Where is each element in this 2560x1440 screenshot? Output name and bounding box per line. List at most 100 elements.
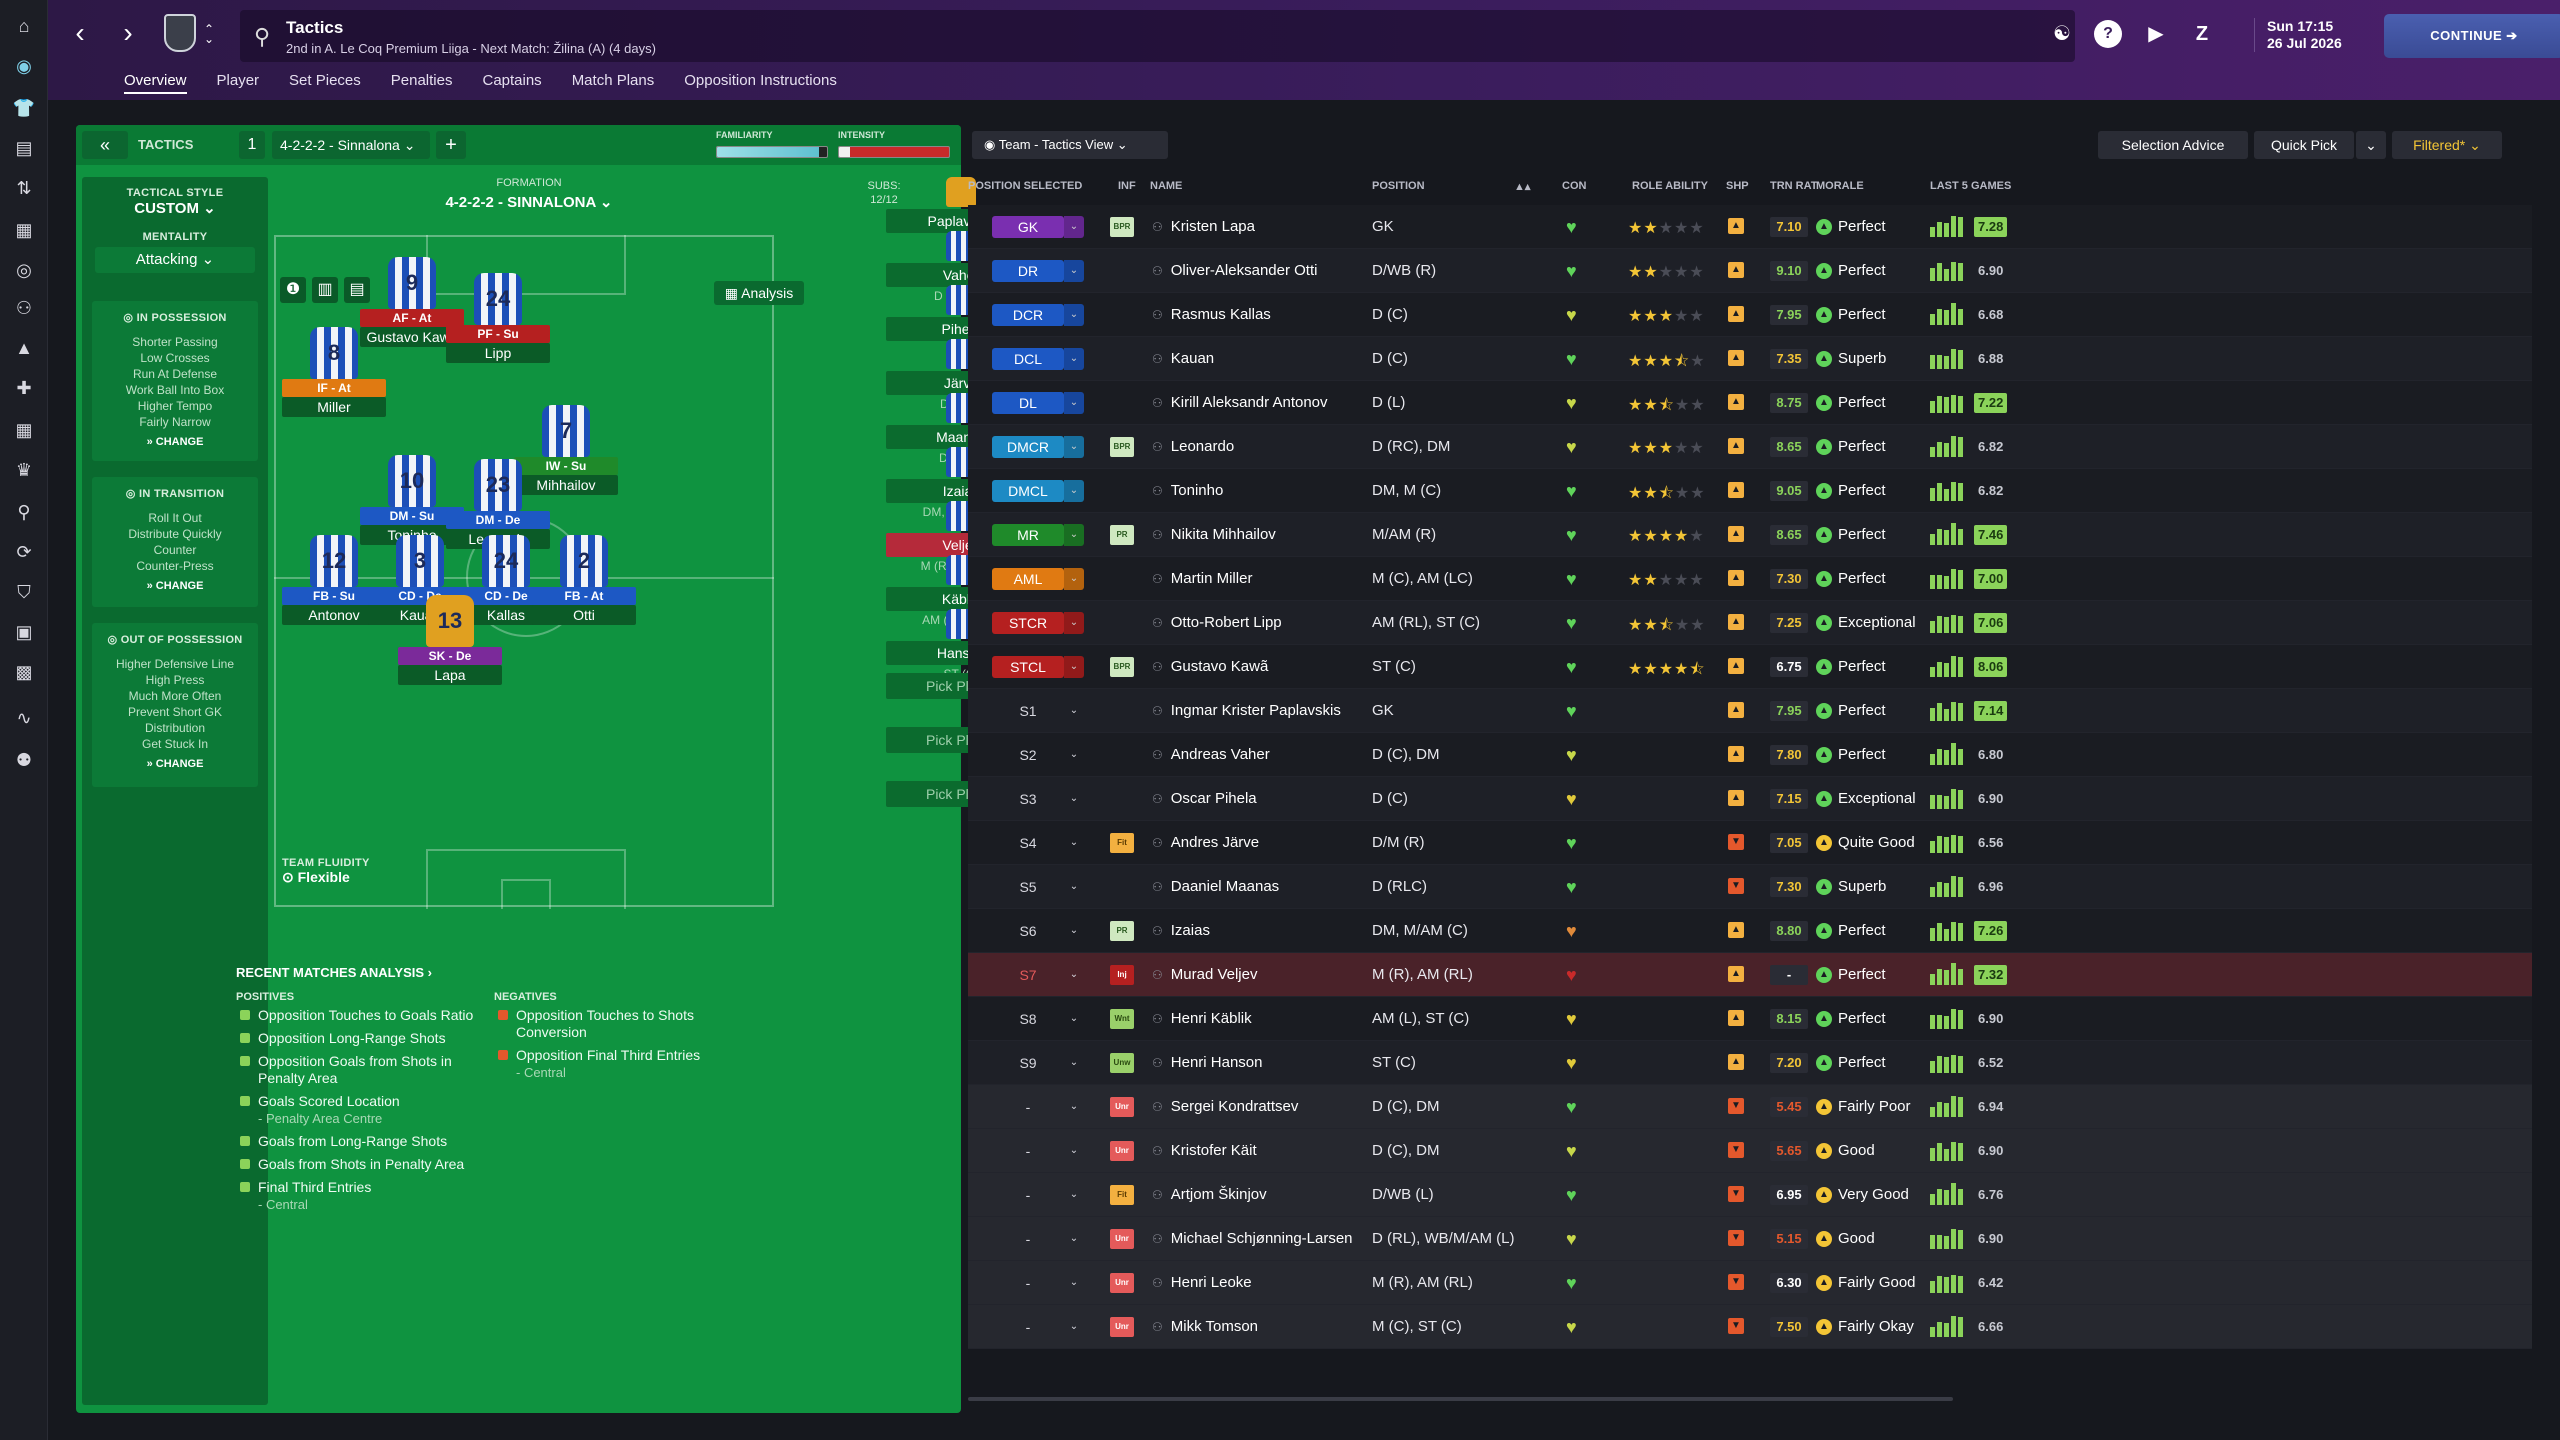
table-row[interactable]: S3 ⌄ ⚇ Oscar Pihela D (C) ♥ ▲ 7.15 ▲ Exceptional 6…: [968, 777, 2532, 821]
manager-icon[interactable]: ⚉: [15, 750, 33, 770]
player-role[interactable]: SK - De: [398, 647, 502, 665]
tab-player[interactable]: Player: [216, 72, 260, 89]
analysis-title[interactable]: RECENT MATCHES ANALYSIS ›: [236, 965, 432, 980]
player-name[interactable]: ⚇ Sergei Kondrattsev: [1152, 1098, 1299, 1115]
player-name[interactable]: ⚇ Henri Hanson: [1152, 1054, 1263, 1071]
table-row[interactable]: S6 ⌄ PR ⚇ Izaias DM, M/AM (C) ♥ ▲ 8.80 ▲ Perfect 7.…: [968, 909, 2532, 953]
help-icon[interactable]: ?: [2094, 20, 2122, 48]
table-row[interactable]: DCR ⌄ ⚇ Rasmus Kallas D (C) ♥ ★★★★★ ▲ 7.95 ▲ Perfe…: [968, 293, 2532, 337]
position-select[interactable]: - ⌄: [992, 1096, 1084, 1118]
position-select[interactable]: DR: [992, 260, 1064, 282]
player-name[interactable]: Lipp: [446, 343, 550, 363]
player-name[interactable]: ⚇ Henri Leoke: [1152, 1274, 1252, 1291]
table-row[interactable]: S5 ⌄ ⚇ Daaniel Maanas D (RLC) ♥ ▼ 7.30 ▲ Superb 6.…: [968, 865, 2532, 909]
inbox-icon[interactable]: ◉: [16, 56, 32, 76]
search-icon[interactable]: ⚲: [17, 502, 31, 522]
player-name[interactable]: ⚇ Nikita Mihhailov: [1152, 526, 1276, 543]
col-morale[interactable]: MORALE: [1816, 180, 1864, 192]
competitions-icon[interactable]: ♛: [15, 460, 33, 480]
chevron-down-icon[interactable]: ⌄: [1064, 260, 1084, 282]
title-search-box[interactable]: ⚲ Tactics 2nd in A. Le Coq Premium Liiga…: [240, 10, 2075, 62]
player-name[interactable]: ⚇ Oliver-Aleksander Otti: [1152, 262, 1318, 279]
chevron-down-icon[interactable]: ⌄: [1064, 524, 1084, 546]
position-select[interactable]: - ⌄: [992, 1228, 1084, 1250]
formation-select[interactable]: 4-2-2-2 - SINNALONA ⌄: [445, 194, 613, 211]
table-row[interactable]: - ⌄ Unr ⚇ Michael Schjønning-Larsen D (RL), W…: [968, 1217, 2532, 1261]
out-of-possession-box[interactable]: ◎ OUT OF POSSESSION Higher Defensive Lin…: [92, 623, 258, 787]
data-hub-icon[interactable]: ∿: [16, 708, 32, 728]
selection-advice-button[interactable]: Selection Advice: [2098, 131, 2248, 159]
player-role[interactable]: FB - Su: [282, 587, 386, 605]
pitch-player[interactable]: 7 IW - Su Mihhailov: [514, 405, 618, 495]
table-row[interactable]: S9 ⌄ Unw ⚇ Henri Hanson ST (C) ♥ ▲ 7.20 ▲ Perfect 6…: [968, 1041, 2532, 1085]
player-name[interactable]: Mihhailov: [514, 475, 618, 495]
player-name[interactable]: Antonov: [282, 605, 386, 625]
player-name[interactable]: Gustavo Kawã: [360, 327, 464, 347]
clipboard-icon[interactable]: ▤: [344, 277, 370, 303]
player-name[interactable]: ⚇ Gustavo Kawã: [1152, 658, 1269, 675]
table-row[interactable]: - ⌄ Unr ⚇ Sergei Kondrattsev D (C), DM ♥ ▼ 5.45 ▲…: [968, 1085, 2532, 1129]
position-select[interactable]: MR: [992, 524, 1064, 546]
pitch-player[interactable]: 12 FB - Su Antonov: [282, 535, 386, 625]
horizontal-scrollbar[interactable]: [968, 1397, 1953, 1401]
mentality-select[interactable]: Attacking ⌄: [95, 247, 255, 273]
table-row[interactable]: DCL ⌄ ⚇ Kauan D (C) ♥ ★★★⯪★ ▲ 7.35 ▲ Superb 6.88: [968, 337, 2532, 381]
change-out-of-possession-button[interactable]: » CHANGE: [146, 758, 204, 770]
tactics-icon[interactable]: ▦: [15, 220, 33, 240]
club-icon[interactable]: ▲: [15, 338, 33, 358]
chevron-down-icon[interactable]: ⌄: [1064, 304, 1084, 326]
club-crest-icon[interactable]: [164, 14, 196, 52]
familiarity-bar[interactable]: [716, 146, 828, 158]
chevron-down-icon[interactable]: ⌄: [1064, 480, 1084, 502]
calendar-icon[interactable]: ▦: [15, 420, 33, 440]
position-select[interactable]: DCL: [992, 348, 1064, 370]
table-row[interactable]: S7 ⌄ Inj ⚇ Murad Veljev M (R), AM (RL) ♥ ▲ - ▲ Per…: [968, 953, 2532, 997]
in-possession-box[interactable]: ◎ IN POSSESSION Shorter Passing Low Cross…: [92, 301, 258, 461]
player-role[interactable]: IF - At: [282, 379, 386, 397]
medical-icon[interactable]: ✚: [16, 378, 32, 398]
club-badge-icon[interactable]: ⛉: [17, 582, 31, 602]
col-inf[interactable]: INF: [1118, 180, 1136, 192]
pitch-player[interactable]: 13 SK - De Lapa: [398, 595, 502, 685]
player-role[interactable]: FB - At: [532, 587, 636, 605]
table-row[interactable]: S1 ⌄ ⚇ Ingmar Krister Paplavskis GK ♥ ▲ 7.95 ▲ Pe…: [968, 689, 2532, 733]
player-name[interactable]: ⚇ Artjom Škinjov: [1152, 1186, 1267, 1203]
change-in-possession-button[interactable]: » CHANGE: [146, 436, 204, 448]
staff-icon[interactable]: ⇅: [16, 178, 32, 198]
view-select[interactable]: ◉ Team - Tactics View ⌄: [972, 131, 1168, 159]
tab-match-plans[interactable]: Match Plans: [571, 72, 655, 89]
player-name[interactable]: Otti: [532, 605, 636, 625]
table-row[interactable]: - ⌄ Unr ⚇ Henri Leoke M (R), AM (RL) ♥ ▼ 6.30 ▲ Fa…: [968, 1261, 2532, 1305]
player-name[interactable]: ⚇ Otto-Robert Lipp: [1152, 614, 1282, 631]
player-name[interactable]: ⚇ Andres Järve: [1152, 834, 1260, 851]
player-name[interactable]: ⚇ Kristen Lapa: [1152, 218, 1255, 235]
position-select[interactable]: S3 ⌄: [992, 788, 1084, 810]
finances-icon[interactable]: ▣: [15, 622, 33, 642]
col-trn-rat[interactable]: TRN RAT: [1770, 180, 1818, 192]
chevron-down-icon[interactable]: ⌄: [1064, 656, 1084, 678]
sort-icon[interactable]: ▲▴: [1514, 181, 1531, 193]
table-row[interactable]: DR ⌄ ⚇ Oliver-Aleksander Otti D/WB (R) ♥ ★★★★★…: [968, 249, 2532, 293]
player-name[interactable]: ⚇ Kirill Aleksandr Antonov: [1152, 394, 1328, 411]
player-name[interactable]: Miller: [282, 397, 386, 417]
player-name[interactable]: ⚇ Daaniel Maanas: [1152, 878, 1280, 895]
pitch-player[interactable]: 2 FB - At Otti: [532, 535, 636, 625]
pitch-player[interactable]: 8 IF - At Miller: [282, 327, 386, 417]
table-row[interactable]: - ⌄ Unr ⚇ Mikk Tomson M (C), ST (C) ♥ ▼ 7.50 ▲ Fai…: [968, 1305, 2532, 1349]
table-row[interactable]: S2 ⌄ ⚇ Andreas Vaher D (C), DM ♥ ▲ 7.80 ▲ Perfect…: [968, 733, 2532, 777]
table-row[interactable]: DMCL ⌄ ⚇ Toninho DM, M (C) ♥ ★★⯪★★ ▲ 9.05 ▲ Perfec…: [968, 469, 2532, 513]
player-name[interactable]: ⚇ Michael Schjønning-Larsen: [1152, 1230, 1353, 1247]
position-select[interactable]: S5 ⌄: [992, 876, 1084, 898]
video-icon[interactable]: ▶: [2148, 23, 2164, 45]
position-select[interactable]: DL: [992, 392, 1064, 414]
position-select[interactable]: S4 ⌄: [992, 832, 1084, 854]
squad-icon[interactable]: 👕: [12, 98, 36, 118]
table-row[interactable]: DMCR ⌄ BPR ⚇ Leonardo D (RC), DM ♥ ★★★★★ ▲ 8.65 ▲ P…: [968, 425, 2532, 469]
col-role-ability[interactable]: ROLE ABILITY: [1632, 180, 1708, 192]
analysis-button[interactable]: ▦ Analysis: [714, 281, 804, 305]
continue-button[interactable]: CONTINUE ➔: [2384, 14, 2560, 58]
table-row[interactable]: - ⌄ Unr ⚇ Kristofer Käit D (C), DM ♥ ▼ 5.65 ▲ Good…: [968, 1129, 2532, 1173]
position-select[interactable]: S8 ⌄: [992, 1008, 1084, 1030]
quick-pick-dropdown[interactable]: ⌄: [2356, 131, 2386, 159]
player-name[interactable]: ⚇ Leonardo: [1152, 438, 1235, 455]
